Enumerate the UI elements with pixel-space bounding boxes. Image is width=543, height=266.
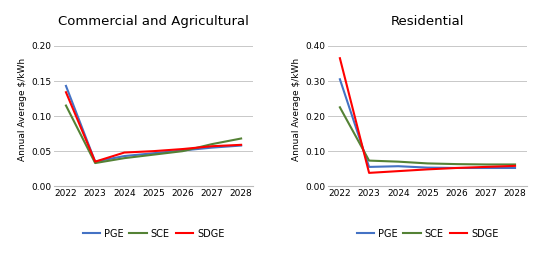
SDGE	[209, 145, 215, 148]
SDGE	[366, 171, 372, 174]
Legend: PGE, SCE, SDGE: PGE, SCE, SDGE	[79, 225, 229, 243]
SCE	[512, 163, 518, 166]
SDGE	[424, 168, 431, 171]
SDGE	[453, 166, 460, 169]
Y-axis label: Annual Average $/kWh: Annual Average $/kWh	[292, 57, 301, 161]
SDGE	[337, 57, 343, 60]
PGE	[238, 144, 244, 147]
PGE	[209, 146, 215, 149]
SDGE	[63, 91, 70, 94]
Title: Commercial and Agricultural: Commercial and Agricultural	[58, 15, 249, 28]
Legend: PGE, SCE, SDGE: PGE, SCE, SDGE	[352, 225, 502, 243]
Line: SDGE: SDGE	[66, 92, 241, 162]
SCE	[150, 153, 157, 156]
PGE	[180, 149, 186, 152]
SCE	[483, 163, 489, 166]
PGE	[453, 166, 460, 169]
PGE	[121, 155, 128, 158]
SCE	[424, 162, 431, 165]
Line: PGE: PGE	[340, 79, 515, 168]
PGE	[395, 165, 401, 168]
SCE	[238, 137, 244, 140]
PGE	[483, 166, 489, 169]
PGE	[150, 152, 157, 155]
SCE	[92, 161, 98, 165]
SCE	[395, 160, 401, 163]
Line: SDGE: SDGE	[340, 58, 515, 173]
SDGE	[180, 147, 186, 151]
SDGE	[512, 164, 518, 168]
SDGE	[483, 165, 489, 169]
SCE	[337, 106, 343, 109]
Line: SCE: SCE	[66, 106, 241, 163]
PGE	[366, 165, 372, 169]
PGE	[512, 166, 518, 169]
SDGE	[150, 149, 157, 153]
SCE	[453, 163, 460, 166]
SDGE	[238, 143, 244, 146]
Line: SCE: SCE	[340, 107, 515, 164]
SCE	[209, 143, 215, 146]
PGE	[92, 160, 98, 163]
PGE	[337, 78, 343, 81]
SDGE	[92, 160, 98, 163]
SDGE	[121, 151, 128, 154]
Title: Residential: Residential	[391, 15, 464, 28]
SCE	[121, 157, 128, 160]
PGE	[424, 166, 431, 169]
SCE	[63, 104, 70, 107]
SDGE	[395, 169, 401, 173]
SCE	[180, 149, 186, 153]
SCE	[366, 159, 372, 162]
Line: PGE: PGE	[66, 86, 241, 162]
Y-axis label: Annual Average $/kWh: Annual Average $/kWh	[18, 57, 27, 161]
PGE	[63, 84, 70, 88]
